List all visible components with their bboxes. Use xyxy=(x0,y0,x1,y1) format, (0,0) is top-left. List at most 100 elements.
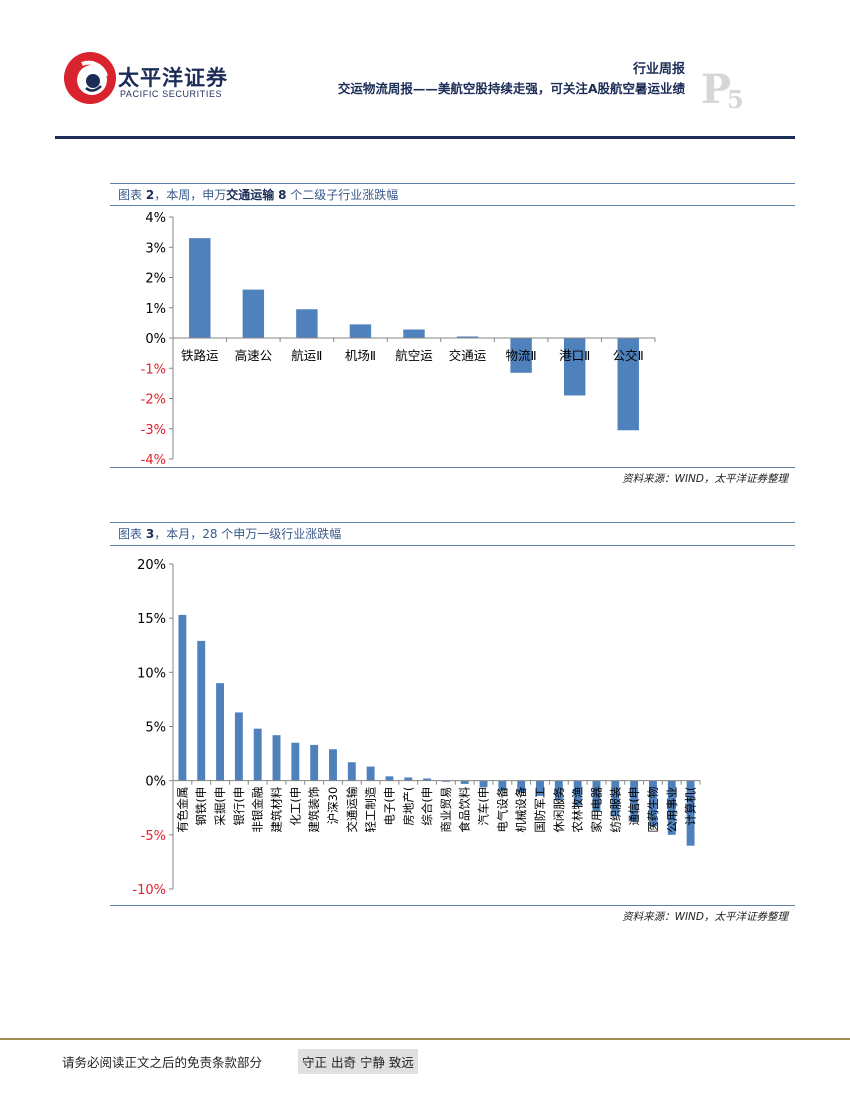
chart1-bar xyxy=(349,324,372,338)
chart2-category-label: 建筑材料 xyxy=(270,786,284,832)
chart2-category-label: 交通运输 xyxy=(345,786,359,832)
chart2-bar xyxy=(366,766,375,781)
chart1-y-tick-label: -3% xyxy=(141,423,166,438)
chart2-category-label: 汽车(申 xyxy=(477,787,491,826)
chart2-y-tick-label: -10% xyxy=(132,883,166,898)
chart2-category-label: 有色金属 xyxy=(175,787,189,833)
chart1-y-tick-label: 4% xyxy=(145,211,166,226)
chart2-category-label: 电子(申 xyxy=(382,787,396,826)
chart1-bar xyxy=(189,238,211,338)
chart1-category-label: 铁路运 xyxy=(181,348,219,363)
figure-2-caption-number2: 8 xyxy=(278,188,287,202)
chart2-category-label: 家用电器 xyxy=(589,786,603,832)
chart1-category-label: 机场Ⅱ xyxy=(345,348,376,363)
chart1-y-tick-label: 2% xyxy=(145,272,166,287)
chart2-y-tick-label: 20% xyxy=(137,558,166,573)
chart1-category-label: 交通运 xyxy=(449,348,487,363)
chart2-bar xyxy=(404,777,413,781)
chart2-bar xyxy=(441,780,450,782)
figure-2-caption-prefix: 图表 xyxy=(118,188,143,202)
chart1-category-label: 港口Ⅱ xyxy=(559,348,590,363)
chart2-category-label: 国防军工 xyxy=(533,787,547,833)
figure-2-source: 资料来源：WIND，太平洋证券整理 xyxy=(622,473,788,485)
chart2-y-tick-label: 5% xyxy=(145,721,166,736)
chart1-category-label: 航运Ⅱ xyxy=(291,348,322,363)
report-title: 交运物流周报——美航空股持续走强，可关注A股航空暑运业绩 xyxy=(337,81,685,96)
figure-2-caption: 图表 2，本周，申万交通运输 8 个二级子行业涨跌幅 xyxy=(118,186,398,203)
chart2-bar xyxy=(423,778,432,781)
chart2-category-label: 休闲服务 xyxy=(552,786,566,832)
figure-3-source: 资料来源：WIND，太平洋证券整理 xyxy=(622,911,788,923)
chart2-category-label: 电气设备 xyxy=(495,786,509,832)
figure-2-caption-bold: 交通运输 xyxy=(226,188,275,202)
chart2-category-label: 食品饮料 xyxy=(458,786,472,832)
chart2-category-label: 非银金融 xyxy=(251,786,265,832)
chart1-category-label: 高速公 xyxy=(235,348,273,363)
figure-2-caption-number: 2 xyxy=(145,188,155,202)
report-type: 行业周报 xyxy=(632,62,685,77)
chart1-y-tick-label: -2% xyxy=(141,393,166,408)
chart2-bar xyxy=(178,614,187,781)
chart1-bar xyxy=(563,338,586,396)
chart2-category-label: 公用事业 xyxy=(665,787,679,833)
figure-3-caption-prefix: 图表 xyxy=(118,527,143,541)
chart1-bar xyxy=(296,309,318,338)
chart2-category-label: 化工(申 xyxy=(288,787,302,826)
figure-3-caption-rule xyxy=(110,545,795,546)
footer-motto: 守正 出奇 宁静 致远 xyxy=(298,1049,418,1074)
chart2-category-label: 采掘(申 xyxy=(213,787,227,826)
figure-2-caption-rule xyxy=(110,205,795,206)
chart-sector-weekly: 4% 3% 2% 1% 0% -1% -2% -3% -4% 铁路运 高速公 航运Ⅱ 机场Ⅱ 航空运 交通运… xyxy=(141,211,656,467)
chart2-bar xyxy=(253,728,262,781)
figure-2-top-rule xyxy=(110,183,795,184)
chart2-category-label: 纺织服装 xyxy=(608,786,622,832)
chart2-bar xyxy=(498,780,507,791)
chart1-bar xyxy=(510,338,532,373)
chart2-category-label: 银行(申 xyxy=(232,787,246,826)
chart2-category-label: 建筑装饰 xyxy=(307,787,321,833)
chart1-category-label: 公交Ⅱ xyxy=(613,348,644,363)
chart2-bar xyxy=(234,712,243,781)
chart2-bar xyxy=(310,744,319,781)
chart1-bar xyxy=(403,329,425,338)
chart1-y-tick-label: 0% xyxy=(145,332,166,347)
chart2-bar xyxy=(667,780,676,835)
figure-3-caption-number: 3 xyxy=(145,527,155,541)
figure-3-top-rule xyxy=(110,522,795,523)
chart-industry-monthly: 20% 15% 10% 5% 0% -5% -10% 有色金属 钢铁(申 采掘(申 银行(申 非银金融… xyxy=(132,558,701,898)
page-letter: P xyxy=(701,66,732,113)
chart2-bar xyxy=(686,780,695,846)
header-divider xyxy=(55,136,795,139)
chart2-bar xyxy=(536,780,544,796)
chart1-y-tick-label: -4% xyxy=(141,453,166,467)
chart2-bar xyxy=(291,742,300,781)
chart2-category-label: 轻工制造 xyxy=(364,786,378,832)
chart2-y-tick-label: 10% xyxy=(137,666,166,681)
chart2-category-label: 钢铁(申 xyxy=(194,787,208,826)
chart2-category-label: 商业贸易 xyxy=(439,787,453,833)
chart2-bar xyxy=(479,780,488,788)
chart2-category-label: 房地产( xyxy=(401,787,415,826)
chart2-category-label: 医药生物 xyxy=(646,787,660,833)
chart2-bar xyxy=(611,780,620,817)
chart1-y-tick-label: 1% xyxy=(145,302,166,317)
chart1-y-tick-label: -1% xyxy=(141,362,166,377)
chart2-category-label: 农林牧渔 xyxy=(571,787,585,833)
chart2-bar xyxy=(573,780,582,806)
chart2-bar xyxy=(385,776,394,781)
chart2-bar xyxy=(460,780,469,784)
figure-2-caption-rest: 个二级子行业涨跌幅 xyxy=(290,188,399,202)
chart2-category-label: 沪深30 xyxy=(326,787,340,825)
chart2-bar xyxy=(648,780,657,827)
chart1-category-label: 航空运 xyxy=(395,348,433,363)
company-logo xyxy=(64,52,116,104)
brand-name-cn: 太平洋证券 xyxy=(118,66,228,90)
chart2-category-label: 综合(申 xyxy=(420,787,434,826)
chart2-bar xyxy=(517,780,526,793)
chart2-bar xyxy=(630,780,639,822)
chart1-y-tick-label: 3% xyxy=(145,241,166,256)
footer-divider xyxy=(0,1038,850,1040)
figure-3-bottom-rule xyxy=(110,905,795,906)
chart2-category-label: 通信(申 xyxy=(627,787,641,826)
chart2-y-tick-label: -5% xyxy=(141,829,166,844)
